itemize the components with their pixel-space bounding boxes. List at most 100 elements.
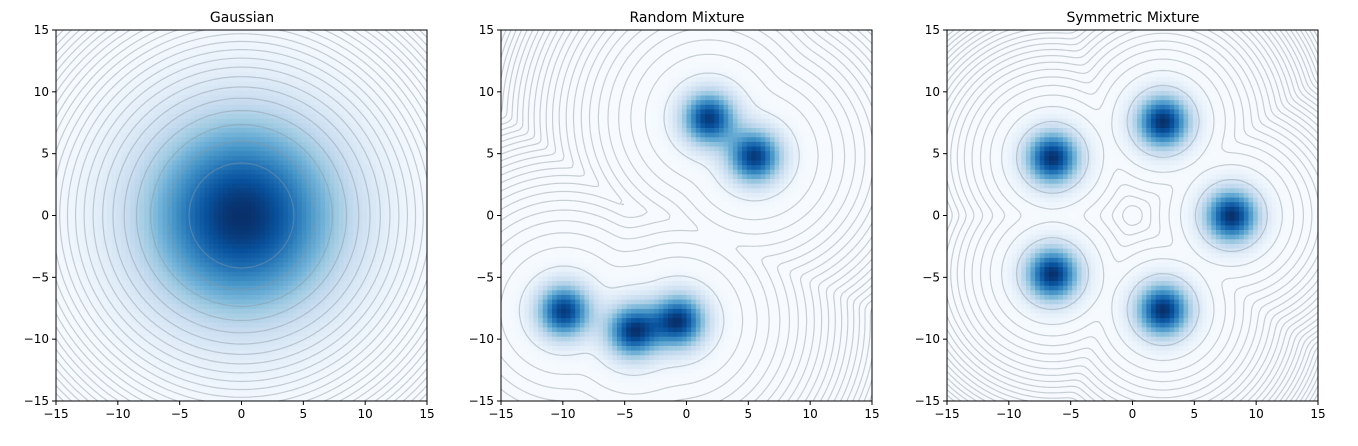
heatmap-cell (352, 257, 359, 263)
heatmap-cell (246, 201, 252, 207)
heatmap-cell (97, 183, 103, 189)
heatmap-cell (227, 238, 233, 244)
heatmap-cell (185, 345, 192, 351)
heatmap-cell (139, 285, 145, 291)
heatmap-cell (199, 387, 205, 393)
heatmap-cell (162, 289, 168, 295)
heatmap-cell (315, 220, 321, 226)
heatmap-cell (120, 359, 127, 365)
heatmap-cell (139, 326, 145, 333)
heatmap-cell (362, 326, 368, 333)
heatmap-cell (320, 141, 326, 147)
heatmap-cell (241, 178, 247, 184)
heatmap-cell (394, 127, 400, 133)
heatmap-cell (273, 141, 280, 147)
heatmap-cell (306, 312, 312, 319)
heatmap-cell (176, 220, 182, 226)
heatmap-cell (218, 210, 224, 217)
heatmap-cell (222, 391, 229, 397)
heatmap-cell (371, 206, 377, 212)
heatmap-cell (255, 368, 261, 374)
heatmap-cell (273, 373, 280, 379)
heatmap-cell (134, 275, 141, 282)
heatmap-cell (125, 108, 131, 115)
heatmap-cell (116, 261, 122, 268)
heatmap-cell (352, 141, 359, 147)
heatmap-cell (380, 229, 386, 235)
heatmap-cell (111, 173, 117, 179)
heatmap-cell (292, 280, 298, 286)
heatmap-cell (60, 345, 66, 351)
heatmap-cell (403, 387, 410, 393)
heatmap-cell (227, 252, 233, 258)
heatmap-cell (278, 192, 284, 198)
heatmap-cell (422, 349, 428, 356)
heatmap-cell (246, 373, 252, 379)
heatmap-cell (125, 266, 131, 272)
heatmap-cell (107, 224, 113, 231)
heatmap-cell (176, 136, 182, 142)
heatmap-cell (241, 396, 247, 402)
heatmap-cell (334, 243, 340, 249)
heatmap-cell (167, 178, 173, 184)
heatmap-cell (74, 252, 80, 258)
heatmap-cell (301, 229, 308, 235)
heatmap-cell (213, 303, 219, 309)
heatmap-cell (287, 354, 294, 360)
heatmap-cell (162, 354, 168, 360)
heatmap-cell (167, 336, 173, 342)
heatmap-cell (213, 349, 219, 356)
heatmap-cell (209, 201, 215, 207)
heatmap-cell (227, 298, 233, 305)
heatmap-cell (301, 387, 308, 393)
heatmap-cell (255, 391, 261, 397)
heatmap-cell (56, 382, 62, 388)
heatmap-cell (338, 345, 345, 351)
heatmap-cell (199, 164, 205, 170)
heatmap-cell (195, 220, 201, 226)
heatmap-cell (204, 247, 210, 254)
heatmap-cell (69, 234, 76, 240)
heatmap-cell (83, 340, 90, 346)
heatmap-cell (329, 247, 335, 254)
heatmap-cell (83, 396, 90, 402)
heatmap-cell (107, 192, 113, 198)
heatmap-cell (185, 243, 192, 249)
heatmap-cell (153, 396, 159, 402)
heatmap-cell (324, 252, 331, 258)
heatmap-cell (185, 150, 192, 156)
heatmap-cell (292, 178, 298, 184)
heatmap-cell (246, 289, 252, 295)
heatmap-cell (324, 312, 331, 319)
heatmap-cell (375, 331, 382, 337)
heatmap-cell (287, 368, 294, 374)
heatmap-cell (74, 196, 80, 203)
heatmap-cell (278, 141, 284, 147)
heatmap-cell (74, 336, 80, 342)
heatmap-cell (403, 363, 410, 370)
heatmap-cell (144, 275, 150, 282)
heatmap-cell (65, 336, 71, 342)
heatmap-cell (209, 266, 215, 272)
heatmap-cell (422, 391, 428, 397)
heatmap-cell (88, 183, 94, 189)
heatmap-cell (209, 275, 215, 282)
heatmap-cell (176, 155, 182, 161)
heatmap-cell (236, 312, 243, 319)
heatmap-cell (264, 373, 270, 379)
heatmap-cell (148, 363, 154, 370)
heatmap-cell (199, 215, 205, 221)
heatmap-cell (185, 322, 192, 328)
heatmap-cell (366, 382, 372, 388)
heatmap-cell (320, 164, 326, 170)
heatmap-cell (399, 196, 405, 203)
heatmap-cell (107, 308, 113, 314)
heatmap-cell (362, 363, 368, 370)
heatmap-cell (306, 266, 312, 272)
heatmap-cell (204, 210, 210, 217)
heatmap-cell (413, 368, 419, 374)
heatmap-cell (185, 275, 192, 282)
heatmap-cell (297, 201, 303, 207)
heatmap-cell (399, 215, 405, 221)
heatmap-cell (181, 377, 187, 384)
